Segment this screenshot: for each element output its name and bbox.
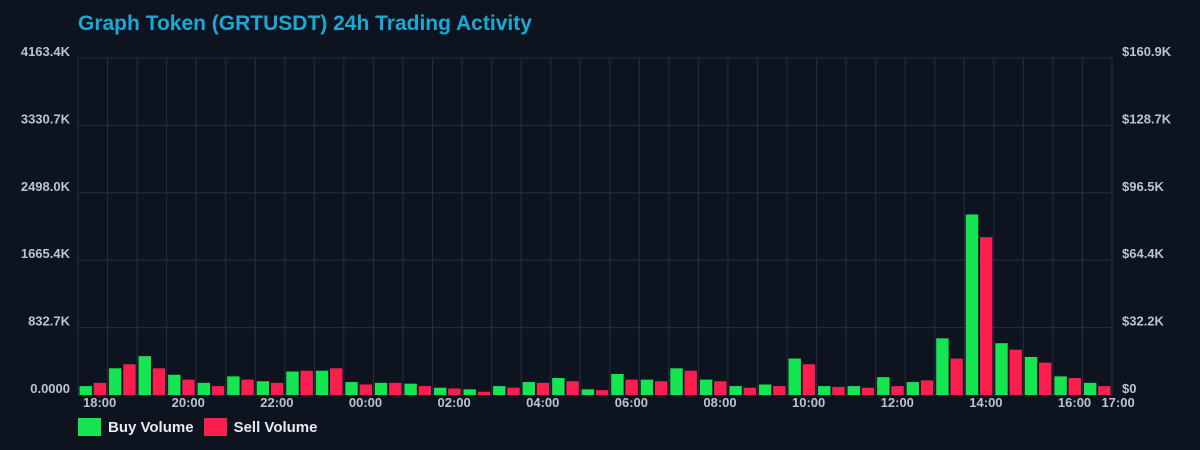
svg-text:16:00: 16:00 <box>1058 395 1091 410</box>
svg-text:18:00: 18:00 <box>83 395 116 410</box>
svg-text:06:00: 06:00 <box>615 395 648 410</box>
svg-text:$0: $0 <box>1122 381 1136 396</box>
svg-text:20:00: 20:00 <box>172 395 205 410</box>
svg-text:$160.9K: $160.9K <box>1122 44 1172 59</box>
svg-text:04:00: 04:00 <box>526 395 559 410</box>
svg-text:4163.4K: 4163.4K <box>21 44 71 59</box>
svg-text:$64.4K: $64.4K <box>1122 246 1165 261</box>
svg-text:2498.0K: 2498.0K <box>21 179 71 194</box>
svg-text:22:00: 22:00 <box>260 395 293 410</box>
svg-text:1665.4K: 1665.4K <box>21 246 71 261</box>
svg-text:0.0000: 0.0000 <box>30 381 70 396</box>
svg-text:$96.5K: $96.5K <box>1122 179 1165 194</box>
svg-text:$32.2K: $32.2K <box>1122 314 1165 329</box>
svg-text:12:00: 12:00 <box>881 395 914 410</box>
svg-text:17:00: 17:00 <box>1101 395 1134 410</box>
svg-text:Graph Token (GRTUSDT) 24h Trad: Graph Token (GRTUSDT) 24h Trading Activi… <box>78 12 532 35</box>
svg-text:02:00: 02:00 <box>438 395 471 410</box>
svg-text:10:00: 10:00 <box>792 395 825 410</box>
svg-text:08:00: 08:00 <box>703 395 736 410</box>
svg-text:00:00: 00:00 <box>349 395 382 410</box>
svg-text:832.7K: 832.7K <box>28 314 71 329</box>
svg-text:14:00: 14:00 <box>969 395 1002 410</box>
svg-text:3330.7K: 3330.7K <box>21 111 71 126</box>
svg-text:$128.7K: $128.7K <box>1122 111 1172 126</box>
